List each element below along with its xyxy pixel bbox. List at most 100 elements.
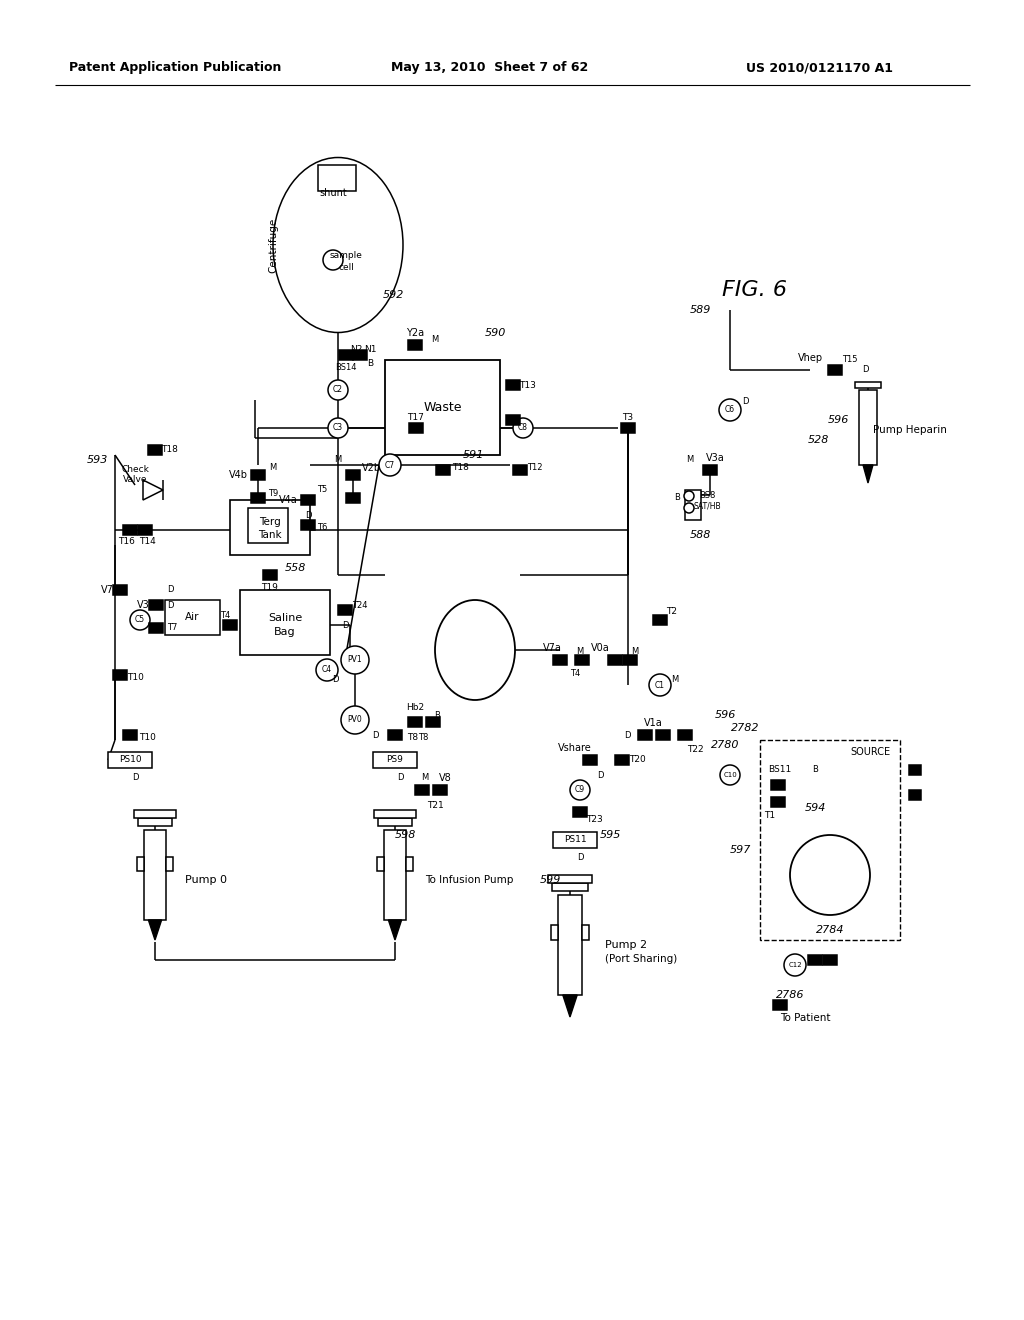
Text: T17: T17 — [408, 413, 424, 422]
Polygon shape — [863, 465, 872, 483]
Bar — [409, 422, 423, 433]
Bar — [615, 755, 629, 766]
Bar — [339, 350, 353, 360]
Circle shape — [379, 454, 401, 477]
Bar — [773, 1001, 787, 1010]
Bar — [374, 810, 416, 818]
Bar — [771, 780, 785, 789]
Bar — [548, 875, 592, 883]
Text: BS8: BS8 — [698, 491, 715, 499]
Bar — [251, 470, 265, 480]
Bar — [553, 832, 597, 847]
Text: V4a: V4a — [279, 495, 297, 506]
Text: Waste: Waste — [423, 401, 462, 414]
Text: M: M — [431, 335, 438, 345]
Text: 594: 594 — [804, 803, 825, 813]
Circle shape — [316, 659, 338, 681]
Bar — [263, 570, 278, 579]
Text: US 2010/0121170 A1: US 2010/0121170 A1 — [746, 62, 894, 74]
Bar — [144, 830, 166, 920]
Polygon shape — [563, 995, 578, 1016]
Bar — [608, 655, 622, 665]
Bar — [433, 785, 447, 795]
Text: C4: C4 — [322, 665, 332, 675]
Bar — [138, 818, 172, 826]
Bar — [223, 620, 237, 630]
Bar — [408, 717, 422, 727]
Text: M: M — [335, 455, 342, 465]
Circle shape — [130, 610, 150, 630]
Bar — [406, 857, 413, 870]
Bar — [113, 671, 127, 680]
Text: T9: T9 — [268, 488, 279, 498]
Bar — [377, 857, 384, 870]
Bar — [760, 741, 900, 940]
Circle shape — [323, 249, 343, 271]
Text: C5: C5 — [135, 615, 145, 624]
Text: D: D — [862, 366, 868, 375]
Text: B: B — [812, 766, 818, 775]
Bar — [338, 605, 352, 615]
Text: M: M — [421, 774, 429, 783]
Text: Patent Application Publication: Patent Application Publication — [69, 62, 282, 74]
Text: N1: N1 — [364, 345, 376, 354]
Circle shape — [784, 954, 806, 975]
Text: Valve: Valve — [123, 475, 147, 484]
Text: N2: N2 — [350, 345, 362, 354]
Bar — [621, 422, 635, 433]
Text: T14: T14 — [138, 537, 156, 546]
Text: shunt: shunt — [319, 187, 347, 198]
Bar — [909, 766, 921, 775]
Text: V4b: V4b — [228, 470, 248, 480]
Text: D: D — [305, 511, 311, 520]
Bar — [703, 465, 717, 475]
Bar — [909, 789, 921, 800]
Polygon shape — [143, 480, 163, 500]
Text: M: M — [686, 455, 693, 465]
Circle shape — [720, 766, 740, 785]
Text: 2780: 2780 — [711, 741, 739, 750]
Bar — [373, 752, 417, 768]
Bar — [353, 350, 367, 360]
Text: cell: cell — [338, 263, 354, 272]
Text: Vshare: Vshare — [558, 743, 592, 752]
Text: C3: C3 — [333, 424, 343, 433]
Text: M: M — [577, 648, 584, 656]
Text: 596: 596 — [715, 710, 735, 719]
Text: BS14: BS14 — [335, 363, 356, 371]
Text: T1: T1 — [765, 812, 775, 821]
Text: C7: C7 — [385, 461, 395, 470]
Bar — [150, 623, 163, 634]
Text: PV0: PV0 — [347, 715, 362, 725]
Text: T5: T5 — [316, 486, 327, 495]
Bar — [346, 470, 360, 480]
Bar — [623, 655, 637, 665]
Text: T8: T8 — [408, 734, 419, 742]
Bar — [573, 807, 587, 817]
Text: C10: C10 — [723, 772, 737, 777]
Text: C6: C6 — [725, 405, 735, 414]
Text: 2786: 2786 — [776, 990, 804, 1001]
Text: 597: 597 — [729, 845, 751, 855]
Circle shape — [649, 675, 671, 696]
Text: (Port Sharing): (Port Sharing) — [605, 954, 677, 964]
Text: Y2a: Y2a — [406, 327, 424, 338]
Circle shape — [684, 491, 694, 502]
Circle shape — [341, 706, 369, 734]
Text: T4: T4 — [570, 669, 581, 678]
Text: Check: Check — [121, 466, 148, 474]
Text: Pump Heparin: Pump Heparin — [873, 425, 947, 436]
Bar — [134, 810, 176, 818]
Circle shape — [328, 418, 348, 438]
Text: B: B — [434, 710, 440, 719]
Text: 2784: 2784 — [816, 925, 844, 935]
Text: Saline: Saline — [268, 612, 302, 623]
Text: T18: T18 — [452, 462, 469, 471]
Text: 599: 599 — [540, 875, 561, 884]
Circle shape — [790, 836, 870, 915]
Text: D: D — [167, 601, 173, 610]
Bar — [552, 883, 588, 891]
Text: Air: Air — [184, 612, 200, 622]
Bar — [408, 341, 422, 350]
Text: 588: 588 — [689, 531, 711, 540]
